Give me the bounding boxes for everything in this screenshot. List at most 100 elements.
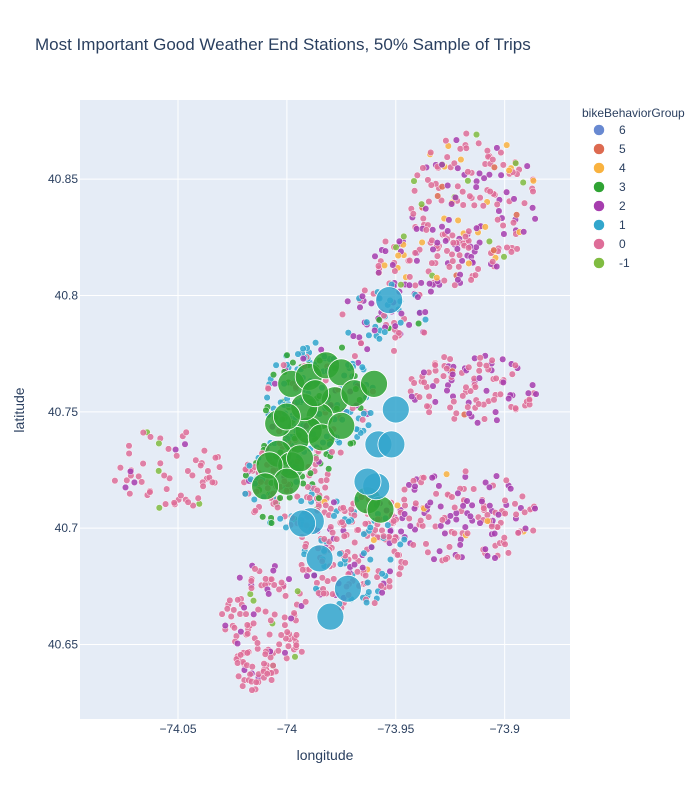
station-point bbox=[485, 237, 493, 245]
station-point bbox=[482, 478, 490, 487]
station-point bbox=[312, 339, 320, 347]
station-point bbox=[360, 410, 368, 418]
station-point bbox=[434, 192, 442, 200]
station-point bbox=[449, 239, 457, 247]
station-point bbox=[413, 225, 421, 233]
station-point bbox=[245, 462, 253, 470]
station-point bbox=[230, 624, 238, 632]
station-point bbox=[121, 483, 130, 491]
station-point bbox=[452, 136, 460, 144]
station-point bbox=[442, 237, 450, 245]
station-point bbox=[465, 244, 473, 252]
station-point bbox=[414, 293, 422, 301]
station-point bbox=[531, 215, 539, 223]
station-point bbox=[139, 429, 147, 437]
station-point bbox=[262, 575, 270, 583]
station-point bbox=[457, 156, 465, 164]
station-point bbox=[420, 474, 428, 482]
station-point bbox=[529, 527, 537, 535]
station-point bbox=[371, 252, 379, 260]
station-point bbox=[501, 540, 509, 548]
station-point bbox=[381, 237, 390, 246]
station-point bbox=[459, 201, 467, 209]
station-point bbox=[306, 469, 315, 477]
station-point bbox=[449, 370, 457, 378]
station-point bbox=[427, 288, 435, 296]
station-point bbox=[239, 682, 247, 690]
station-point bbox=[478, 497, 486, 505]
station-point bbox=[474, 419, 482, 427]
station-point bbox=[421, 308, 429, 316]
station-point bbox=[454, 276, 462, 284]
station-point bbox=[269, 661, 277, 670]
station-point bbox=[262, 406, 270, 414]
station-point bbox=[472, 243, 480, 251]
station-point bbox=[173, 452, 181, 460]
station-point bbox=[237, 651, 245, 659]
station-point bbox=[425, 513, 433, 521]
station-point bbox=[336, 560, 345, 568]
station-point bbox=[361, 520, 369, 528]
station-point bbox=[247, 584, 256, 592]
station-point bbox=[411, 187, 419, 195]
station-point bbox=[502, 476, 510, 484]
station-point bbox=[401, 510, 409, 518]
station-point bbox=[248, 663, 256, 671]
station-point bbox=[473, 224, 481, 232]
station-point bbox=[444, 181, 452, 190]
station-point bbox=[146, 488, 154, 496]
station-point bbox=[226, 596, 234, 604]
station-point bbox=[486, 187, 494, 196]
station-point bbox=[267, 519, 276, 527]
station-point bbox=[466, 192, 474, 200]
station-point bbox=[461, 523, 469, 531]
station-point bbox=[391, 334, 399, 342]
station-point bbox=[471, 271, 479, 279]
station-point bbox=[440, 353, 448, 361]
station-point bbox=[126, 467, 135, 475]
station-point bbox=[503, 188, 511, 196]
station-point bbox=[442, 137, 450, 145]
station-point bbox=[448, 231, 456, 239]
station-point bbox=[374, 262, 383, 270]
station-point bbox=[505, 166, 513, 174]
station-point bbox=[415, 393, 423, 401]
station-point bbox=[227, 612, 235, 621]
station-point bbox=[411, 249, 419, 257]
station-point bbox=[349, 332, 357, 340]
station-point bbox=[443, 470, 451, 478]
station-point bbox=[442, 555, 450, 563]
station-point bbox=[366, 556, 374, 564]
station-point bbox=[446, 512, 454, 520]
station-point bbox=[450, 398, 458, 406]
station-point bbox=[322, 501, 330, 509]
station-point bbox=[455, 263, 463, 271]
legend-swatch bbox=[593, 162, 605, 174]
station-point bbox=[421, 316, 430, 324]
station-point bbox=[512, 404, 520, 412]
station-point bbox=[123, 476, 131, 484]
station-point bbox=[320, 535, 328, 543]
station-point bbox=[482, 362, 490, 370]
station-point bbox=[360, 530, 368, 538]
station-point bbox=[428, 474, 436, 482]
station-point bbox=[406, 273, 414, 281]
station-point bbox=[431, 361, 439, 369]
station-point bbox=[492, 472, 501, 480]
station-point bbox=[462, 144, 470, 152]
station-point bbox=[351, 553, 359, 561]
station-point bbox=[501, 509, 509, 518]
station-point bbox=[406, 256, 414, 265]
station-point bbox=[409, 541, 417, 549]
station-point bbox=[463, 497, 471, 505]
station-point bbox=[200, 447, 208, 455]
y-tick-label: 40.8 bbox=[55, 288, 79, 302]
station-point bbox=[512, 510, 520, 518]
station-point bbox=[356, 303, 364, 311]
station-point bbox=[275, 585, 283, 593]
station-point bbox=[433, 252, 441, 260]
station-point bbox=[443, 247, 451, 255]
station-point bbox=[197, 461, 205, 469]
station-point bbox=[470, 201, 478, 209]
station-point bbox=[253, 639, 262, 647]
